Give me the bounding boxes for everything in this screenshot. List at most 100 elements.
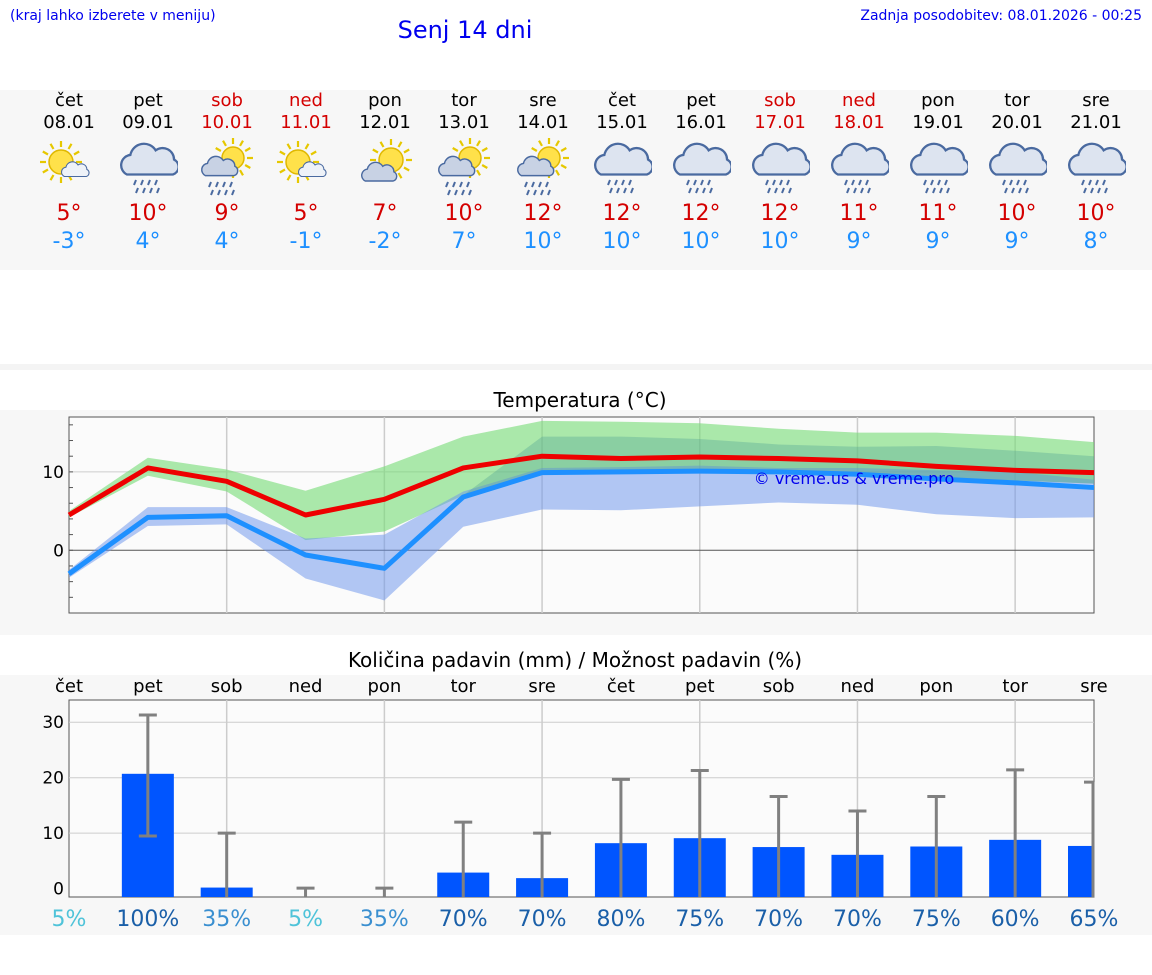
x-tick-label: tor xyxy=(1002,676,1028,697)
day-date: 13.01 xyxy=(438,112,490,133)
day-date: 11.01 xyxy=(280,112,332,133)
day-date: 09.01 xyxy=(122,112,174,133)
min-temperature: 4° xyxy=(214,229,240,254)
day-column: pet 16.01 12° 10° xyxy=(661,90,741,256)
day-date: 14.01 xyxy=(517,112,569,133)
day-date: 20.01 xyxy=(991,112,1043,133)
max-temperature: 12° xyxy=(602,201,642,226)
day-name: čet xyxy=(54,90,84,111)
day-date: 18.01 xyxy=(833,112,885,133)
day-date: 10.01 xyxy=(201,112,253,133)
precipitation-chance: 70% xyxy=(754,907,803,932)
min-temperature: 10° xyxy=(602,229,642,254)
rain-cloud-icon xyxy=(1068,142,1126,194)
max-temperature: 11° xyxy=(839,201,879,226)
max-temperature: 10° xyxy=(128,201,168,226)
x-tick-label: pet xyxy=(685,676,715,697)
rain-cloud-icon xyxy=(594,142,652,194)
precipitation-chance: 80% xyxy=(596,907,645,932)
day-name: sre xyxy=(1082,90,1110,111)
precipitation-chance: 75% xyxy=(912,907,961,932)
precipitation-chance: 75% xyxy=(675,907,724,932)
partly-sunny-icon xyxy=(40,141,90,183)
min-temperature: -2° xyxy=(368,229,402,254)
day-column: tor 13.01 10° 7° xyxy=(424,90,504,256)
day-column: čet 08.01 5° -3° xyxy=(29,90,109,256)
min-temperature: 9° xyxy=(1004,229,1030,254)
day-date: 15.01 xyxy=(596,112,648,133)
day-name: pet xyxy=(133,90,163,111)
min-temperature: 10° xyxy=(681,229,721,254)
y-tick-label: 10 xyxy=(42,824,64,844)
y-tick-label: 0 xyxy=(53,541,64,561)
precipitation-chance: 70% xyxy=(439,907,488,932)
day-name: sob xyxy=(211,90,243,111)
precipitation-chance: 60% xyxy=(991,907,1040,932)
x-tick-label: sre xyxy=(528,676,555,697)
day-name: tor xyxy=(1004,90,1030,111)
day-column: ned 11.01 5° -1° xyxy=(266,90,346,256)
precipitation-chance: 100% xyxy=(116,907,179,932)
day-name: ned xyxy=(289,90,323,111)
day-name: pet xyxy=(686,90,716,111)
precipitation-chart-title: Količina padavin (mm) / Možnost padavin … xyxy=(347,648,803,672)
x-tick-label: sre xyxy=(1080,676,1107,697)
x-tick-label: tor xyxy=(450,676,476,697)
sun-rain-icon xyxy=(201,138,253,196)
max-temperature: 10° xyxy=(444,201,484,226)
day-column: čet 15.01 12° 10° xyxy=(582,90,662,256)
max-temperature: 7° xyxy=(372,201,398,226)
max-temperature: 12° xyxy=(760,201,800,226)
precipitation-bar xyxy=(1068,845,1094,897)
sun-rain-icon xyxy=(517,138,569,196)
day-column: tor 20.01 10° 9° xyxy=(977,90,1057,256)
precipitation-chart: čet pet sob ned pon tor sre čet pet sob ned pon tor s… xyxy=(42,676,1118,932)
max-temperature: 12° xyxy=(523,201,563,226)
day-name: pon xyxy=(368,90,402,111)
max-temperature-line xyxy=(67,453,1095,518)
precipitation-chance: 5% xyxy=(52,907,87,932)
min-temperature-range xyxy=(69,465,1094,601)
x-tick-label: sob xyxy=(211,676,243,697)
x-tick-label: pon xyxy=(919,676,953,697)
min-temperature: 9° xyxy=(846,229,872,254)
day-column: sob 17.01 12° 10° xyxy=(740,90,820,256)
day-date: 19.01 xyxy=(912,112,964,133)
precipitation-chance: 70% xyxy=(518,907,567,932)
max-temperature: 10° xyxy=(1076,201,1116,226)
day-name: pon xyxy=(921,90,955,111)
day-name: sob xyxy=(764,90,796,111)
rain-cloud-icon xyxy=(120,142,178,194)
min-temperature: 10° xyxy=(760,229,800,254)
max-temperature: 9° xyxy=(214,201,240,226)
day-column: pet 09.01 10° 4° xyxy=(108,90,188,256)
min-temperature: 10° xyxy=(523,229,563,254)
day-column: pon 19.01 11° 9° xyxy=(898,90,978,256)
day-name: sre xyxy=(529,90,557,111)
day-name: ned xyxy=(842,90,876,111)
partly-sunny-icon xyxy=(277,141,327,183)
sun-cloud-icon xyxy=(361,139,412,182)
precipitation-chance: 35% xyxy=(202,907,251,932)
min-temperature-line xyxy=(67,468,1095,576)
x-tick-label: čet xyxy=(607,676,635,697)
precipitation-chance: 35% xyxy=(360,907,409,932)
day-column: sre 14.01 12° 10° xyxy=(503,90,583,256)
min-temperature: -1° xyxy=(289,229,323,254)
day-date: 16.01 xyxy=(675,112,727,133)
max-temperature: 10° xyxy=(997,201,1037,226)
min-temperature: 7° xyxy=(451,229,477,254)
x-tick-label: ned xyxy=(289,676,323,697)
day-column: sob 10.01 9° 4° xyxy=(187,90,267,256)
x-tick-label: sob xyxy=(763,676,795,697)
max-temperature: 11° xyxy=(918,201,958,226)
max-temperature: 12° xyxy=(681,201,721,226)
separator xyxy=(0,364,1152,370)
x-tick-label: pet xyxy=(133,676,163,697)
last-updated: Zadnja posodobitev: 08.01.2026 - 00:25 xyxy=(860,8,1142,24)
day-column: sre 21.01 10° 8° xyxy=(1056,90,1136,256)
precipitation-chance: 70% xyxy=(833,907,882,932)
min-temperature: 8° xyxy=(1083,229,1109,254)
min-temperature: 4° xyxy=(135,229,161,254)
rain-cloud-icon xyxy=(989,142,1047,194)
